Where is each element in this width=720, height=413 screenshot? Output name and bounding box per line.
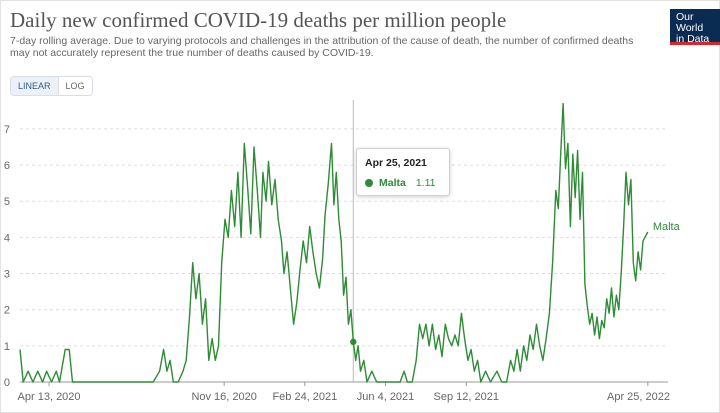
chart-subtitle: 7-day rolling average. Due to varying pr… xyxy=(10,35,634,59)
chart-title: Daily new confirmed COVID-19 deaths per … xyxy=(10,8,507,32)
y-tick-label: 4 xyxy=(4,232,10,244)
x-tick-label: Feb 24, 2021 xyxy=(272,391,337,403)
logo-line-1: Our World xyxy=(676,11,704,34)
tooltip-series-name: Malta xyxy=(379,177,406,189)
series-end-label: Malta xyxy=(653,221,681,233)
log-scale-button[interactable]: LOG xyxy=(65,81,85,91)
owid-logo[interactable]: Our World in Data xyxy=(670,9,720,42)
logo-accent-bar xyxy=(670,42,720,45)
scale-toggle: LINEAR LOG xyxy=(10,76,93,96)
y-tick-label: 6 xyxy=(4,160,10,172)
tooltip-row: Malta 1.11 xyxy=(365,177,436,189)
hover-point xyxy=(350,338,357,346)
series-line-malta xyxy=(19,102,649,383)
y-tick-label: 3 xyxy=(4,269,10,281)
series-dot-icon xyxy=(365,179,373,187)
y-tick-label: 1 xyxy=(4,341,10,353)
hover-tooltip: Apr 25, 2021 Malta 1.11 xyxy=(356,148,450,196)
x-tick-label: Apr 13, 2020 xyxy=(18,391,81,403)
y-tick-label: 7 xyxy=(4,124,10,136)
tooltip-value: 1.11 xyxy=(415,177,436,189)
x-tick-label: Nov 16, 2020 xyxy=(191,391,256,403)
y-tick-label: 2 xyxy=(4,305,10,317)
x-tick-label: Jun 4, 2021 xyxy=(357,391,415,403)
logo-line-2: in Data xyxy=(676,33,710,43)
x-tick-label: Apr 25, 2022 xyxy=(607,391,670,403)
y-tick-label: 5 xyxy=(4,196,10,208)
x-tick-label: Sep 12, 2021 xyxy=(434,391,499,403)
y-tick-label: 0 xyxy=(4,377,10,389)
tooltip-date: Apr 25, 2021 xyxy=(365,157,427,169)
linear-scale-button[interactable]: LINEAR xyxy=(11,77,59,95)
